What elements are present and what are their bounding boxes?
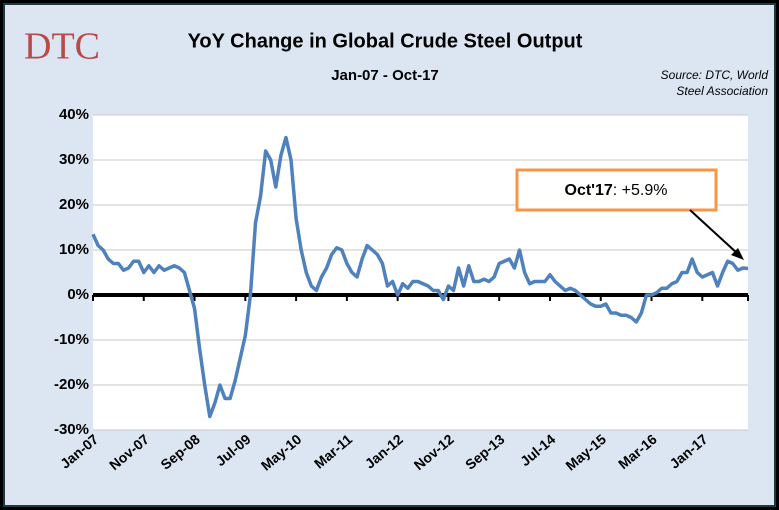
chart-subtitle: Jan-07 - Oct-17 bbox=[331, 67, 439, 84]
y-tick-label: 0% bbox=[67, 286, 89, 303]
annotation-box bbox=[515, 168, 718, 212]
y-tick-label: 40% bbox=[59, 106, 89, 123]
plot-area bbox=[93, 115, 748, 430]
y-tick-label: -20% bbox=[54, 376, 89, 393]
y-tick-label: -10% bbox=[54, 331, 89, 348]
data-line bbox=[91, 135, 749, 419]
annotation: Oct'17: +5.9% bbox=[565, 182, 668, 199]
annotation-arrow bbox=[689, 209, 739, 255]
source-note: Steel Association bbox=[676, 84, 768, 98]
source-note: Source: DTC, World bbox=[661, 68, 769, 82]
annotation-text: : +5.9% bbox=[613, 182, 668, 199]
logo: DTC bbox=[24, 26, 100, 68]
chart-title: YoY Change in Global Crude Steel Output bbox=[188, 30, 583, 52]
marks bbox=[91, 135, 749, 419]
y-tick-label: 20% bbox=[59, 196, 89, 213]
y-tick-label: -30% bbox=[54, 421, 89, 438]
annotation-bold: Oct'17 bbox=[565, 182, 613, 199]
y-tick-label: 10% bbox=[59, 241, 89, 258]
y-tick-label: 30% bbox=[59, 151, 89, 168]
annotation-arrowhead bbox=[731, 248, 744, 260]
